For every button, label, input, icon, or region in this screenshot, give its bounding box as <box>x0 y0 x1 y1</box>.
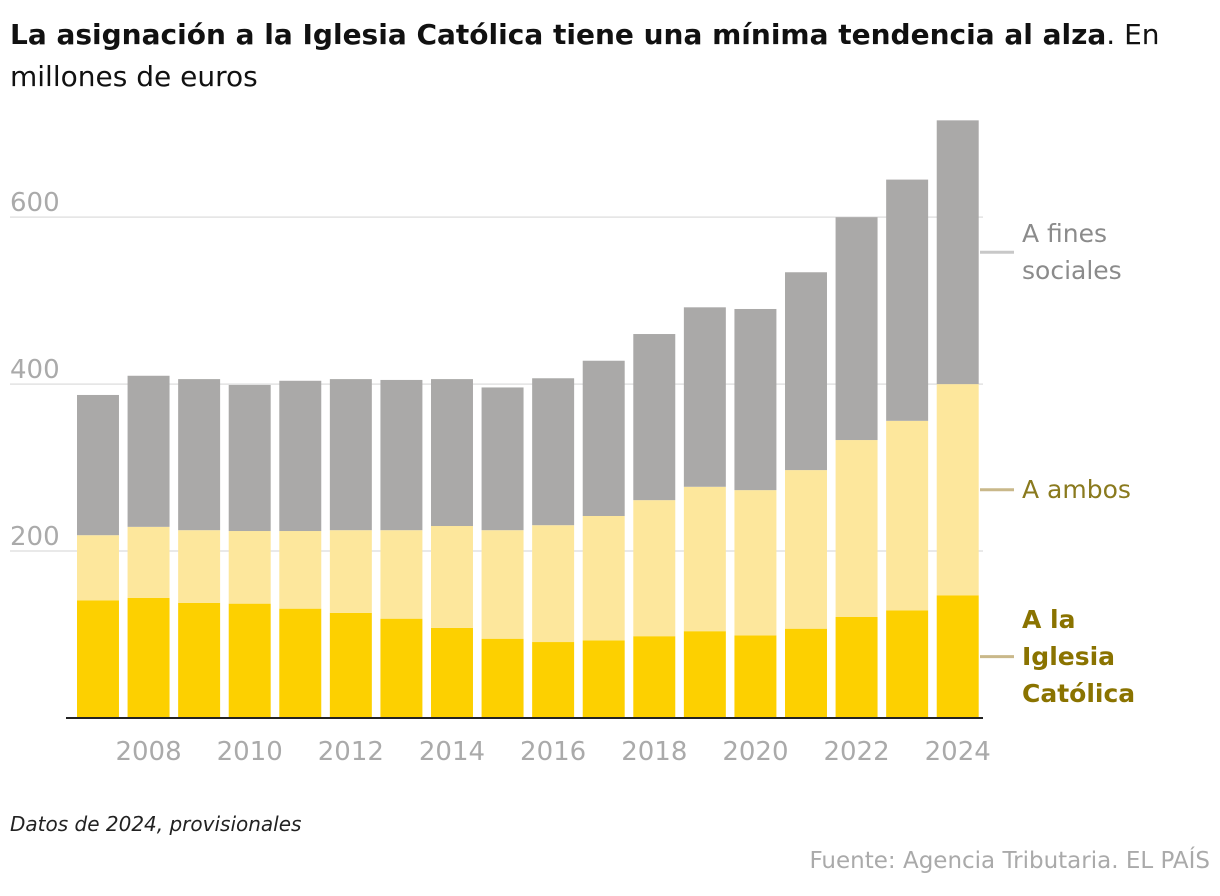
source: Fuente: Agencia Tributaria. EL PAÍS <box>809 848 1210 874</box>
bar-segment <box>431 526 473 628</box>
note: Datos de 2024, provisionales <box>10 812 302 836</box>
bar-segment <box>936 384 979 596</box>
bar-segment <box>329 612 372 718</box>
x-tick-label: 2012 <box>318 737 384 767</box>
bar-segment <box>329 379 372 531</box>
bar-segment <box>886 610 929 718</box>
bar-segment <box>431 379 473 527</box>
bar-segment <box>835 440 878 617</box>
bar-segment <box>76 600 119 718</box>
x-tick-label: 2024 <box>925 737 991 767</box>
bar-segment <box>380 530 423 619</box>
chart-subtitle: . En millones de euros <box>10 18 1160 93</box>
bar-segment <box>734 635 777 718</box>
bar-segment <box>582 360 625 516</box>
x-tick-label: 2020 <box>722 737 788 767</box>
bar-segment <box>279 608 322 718</box>
bar-segment <box>785 470 827 629</box>
legend-label: A ambos <box>1022 475 1131 505</box>
bar-segment <box>633 636 676 718</box>
bar-segment <box>380 379 423 531</box>
x-tick-label: 2016 <box>520 737 586 767</box>
bar-segment <box>380 618 423 718</box>
x-tick-label: 2014 <box>419 737 485 767</box>
bar-segment <box>886 420 929 611</box>
bar-segment <box>76 394 119 536</box>
bar-segment <box>785 272 827 471</box>
bar-segment <box>127 526 170 598</box>
bar-segment <box>886 179 929 421</box>
bar-segment <box>178 602 221 718</box>
x-tick-label: 2008 <box>115 737 181 767</box>
bar-segment <box>734 490 777 636</box>
bar-segment <box>835 616 878 718</box>
bar-segment <box>481 387 524 531</box>
bar-segment <box>532 642 575 718</box>
bar-segment <box>582 640 625 718</box>
legend-label: A la Iglesia Católica <box>1022 605 1136 709</box>
bar-segment <box>936 120 979 385</box>
x-tick-label: 2010 <box>217 737 283 767</box>
bar-segment <box>633 500 676 637</box>
bar-segment <box>279 531 322 609</box>
bar-segment <box>734 308 777 491</box>
bar-segment <box>532 525 575 643</box>
bar-segment <box>329 530 372 613</box>
chart-title: La asignación a la Iglesia Católica tien… <box>10 18 1107 51</box>
bar-segment <box>532 378 575 526</box>
bar-segment <box>835 217 878 441</box>
bar-segment <box>683 307 726 487</box>
bar-segment <box>178 379 221 531</box>
bar-segment <box>582 515 625 641</box>
legend-label: A fines sociales <box>1022 219 1122 286</box>
y-tick-label: 400 <box>10 355 60 385</box>
chart-title-block: La asignación a la Iglesia Católica tien… <box>10 14 1200 98</box>
bar-segment <box>481 638 524 718</box>
bar-segment <box>127 375 170 527</box>
y-tick-label: 600 <box>10 188 60 218</box>
bar-segment <box>279 380 322 532</box>
bar-segment <box>228 603 271 718</box>
x-tick-label: 2022 <box>823 737 889 767</box>
bar-segment <box>228 384 271 532</box>
bar-segment <box>228 531 271 604</box>
bar-segment <box>76 535 119 601</box>
bar-segment <box>481 530 524 639</box>
bar-segment <box>683 631 726 718</box>
bar-segment <box>178 530 221 603</box>
bar-segment <box>431 627 473 718</box>
bar-segment <box>936 595 979 718</box>
y-tick-label: 200 <box>10 522 60 552</box>
x-tick-label: 2018 <box>621 737 687 767</box>
bar-segment <box>683 486 726 632</box>
bar-segment <box>785 628 827 718</box>
bar-segment <box>127 597 170 718</box>
bar-segment <box>633 334 676 501</box>
